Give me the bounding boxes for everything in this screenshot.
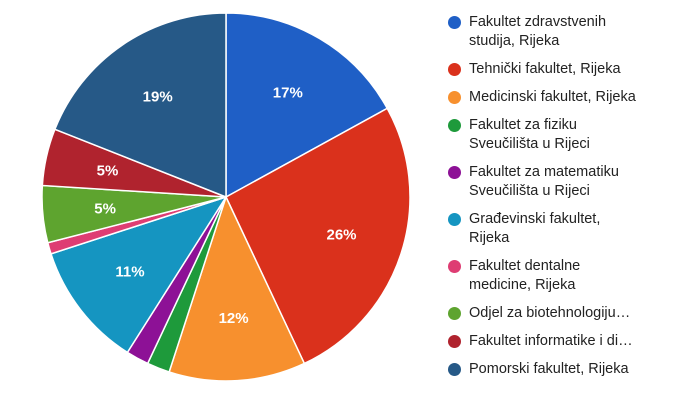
pie-chart: 17% 26% 12% 11% 5% 5% 19% — [41, 12, 411, 382]
legend-label: Fakultet za matematiku Sveučilišta u Rij… — [469, 164, 619, 199]
slice-value-label: 12% — [219, 310, 249, 327]
legend-label: Odjel za biotehnologiju… — [469, 305, 631, 321]
legend-swatch — [448, 260, 461, 273]
legend-item[interactable]: Fakultet zdravstvenih studija, Rijeka — [448, 13, 693, 51]
legend-item[interactable]: Fakultet informatike i di… — [448, 332, 693, 351]
pie-slice[interactable] — [225, 107, 411, 365]
legend-label: Građevinski fakultet, Rijeka — [469, 211, 601, 246]
pie-slice[interactable] — [50, 195, 228, 354]
legend-item[interactable]: Fakultet za fiziku Sveučilišta u Rijeci — [448, 116, 693, 154]
legend-swatch — [448, 213, 461, 226]
legend-label: Medicinski fakultet, Rijeka — [469, 89, 636, 105]
legend-swatch — [448, 335, 461, 348]
legend-label: Fakultet dentalne medicine, Rijeka — [469, 258, 581, 293]
legend-swatch — [448, 307, 461, 320]
legend-swatch — [448, 91, 461, 104]
chart-legend: Fakultet zdravstvenih studija, Rijeka Teh… — [448, 13, 693, 388]
legend-item[interactable]: Tehnički fakultet, Rijeka — [448, 60, 693, 79]
legend-swatch — [448, 63, 461, 76]
legend-label: Pomorski fakultet, Rijeka — [469, 361, 629, 377]
legend-item[interactable]: Fakultet za matematiku Sveučilišta u Rij… — [448, 163, 693, 201]
legend-swatch — [448, 119, 461, 132]
slice-value-label: 5% — [94, 200, 116, 217]
legend-item[interactable]: Pomorski fakultet, Rijeka — [448, 360, 693, 379]
legend-label: Fakultet zdravstvenih studija, Rijeka — [469, 14, 607, 49]
legend-swatch — [448, 166, 461, 179]
legend-swatch — [448, 16, 461, 29]
legend-swatch — [448, 363, 461, 376]
slice-value-label: 11% — [115, 263, 144, 280]
slice-value-label: 19% — [143, 89, 173, 106]
legend-item[interactable]: Odjel za biotehnologiju… — [448, 304, 693, 323]
pie-slice[interactable] — [53, 12, 227, 199]
pie-slice[interactable] — [225, 12, 389, 199]
legend-label: Fakultet informatike i di… — [469, 333, 633, 349]
slice-value-label: 26% — [326, 227, 356, 244]
legend-item[interactable]: Medicinski fakultet, Rijeka — [448, 88, 693, 107]
legend-label: Fakultet za fiziku Sveučilišta u Rijeci — [469, 117, 590, 152]
pie-slice[interactable] — [168, 194, 306, 382]
legend-item[interactable]: Građevinski fakultet, Rijeka — [448, 210, 693, 248]
legend-item[interactable]: Fakultet dentalne medicine, Rijeka — [448, 257, 693, 295]
legend-label: Tehnički fakultet, Rijeka — [469, 61, 621, 77]
slice-value-label: 5% — [97, 163, 119, 180]
slice-value-label: 17% — [273, 85, 303, 102]
